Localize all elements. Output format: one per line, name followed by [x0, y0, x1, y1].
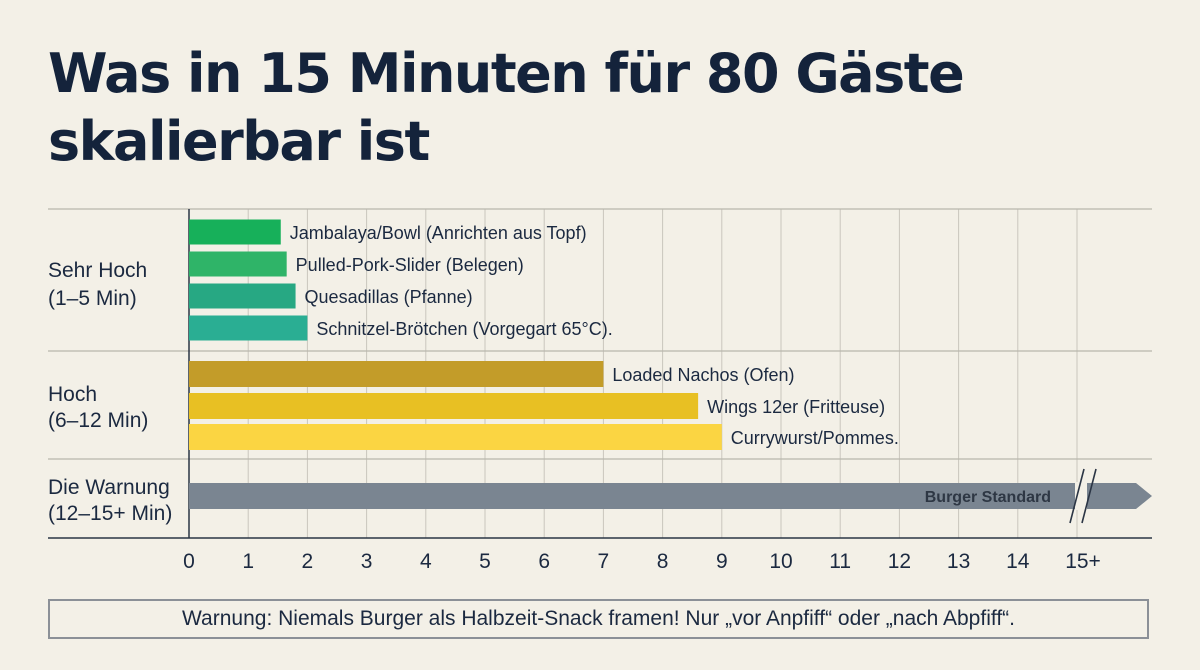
warning-note-text: Warnung: Niemals Burger als Halbzeit-Sna…: [182, 607, 1015, 630]
bar: [189, 251, 287, 277]
bar-burger-standard: [189, 483, 1152, 509]
warning-note-box: Warnung: Niemals Burger als Halbzeit-Sna…: [48, 599, 1149, 639]
chart-title: Was in 15 Minuten für 80 Gäste skalierba…: [48, 42, 965, 173]
bar: [189, 219, 281, 245]
bar-label: Currywurst/Pommes.: [731, 428, 899, 448]
group-label: Sehr Hoch: [48, 259, 147, 282]
x-tick-label: 3: [361, 550, 373, 573]
bar-chart: 0 1 2 3 4 5 6 7 8 9 10 11 12 13 14 15+Sehr Hoch(1–5 Min…: [48, 208, 1152, 573]
bar: [189, 361, 604, 387]
x-tick-label: 13: [947, 550, 970, 573]
x-tick-label: 5: [479, 550, 491, 573]
x-tick-label: 11: [829, 550, 851, 573]
x-tick-label: 4: [420, 550, 432, 573]
x-tick-label: 1: [242, 550, 254, 573]
x-tick-label: 15+: [1065, 550, 1101, 573]
x-tick-label: 6: [538, 550, 550, 573]
group-label: Hoch: [48, 383, 97, 406]
group-range-label: (6–12 Min): [48, 409, 148, 432]
bar: [189, 424, 722, 450]
bar-label: Pulled-Pork-Slider (Belegen): [296, 255, 524, 275]
x-tick-label: 10: [769, 550, 792, 573]
axis-break-mark: [1069, 468, 1085, 524]
bar: [189, 393, 699, 419]
bar-label: Schnitzel-Brötchen (Vorgegart 65°C).: [316, 319, 612, 339]
x-tick-label: 12: [888, 550, 911, 573]
x-tick-label: 7: [598, 550, 610, 573]
group-range-label: (1–5 Min): [48, 287, 137, 310]
group-range-label: (12–15+ Min): [48, 502, 172, 525]
bar: [189, 315, 308, 341]
x-tick-label: 9: [716, 550, 728, 573]
x-tick-label: 0: [183, 550, 195, 573]
x-tick-label: 8: [657, 550, 669, 573]
bar-label: Wings 12er (Fritteuse): [707, 397, 885, 417]
bar-label: Quesadillas (Pfanne): [305, 287, 473, 307]
x-tick-label: 14: [1006, 550, 1030, 573]
group-label: Die Warnung: [48, 476, 170, 499]
x-tick-label: 2: [302, 550, 314, 573]
axis-break-mark: [1081, 468, 1097, 524]
bar-label: Burger Standard: [925, 489, 1051, 506]
bar-label: Jambalaya/Bowl (Anrichten aus Topf): [290, 223, 587, 243]
bar-label: Loaded Nachos (Ofen): [612, 365, 794, 385]
bar: [189, 283, 296, 309]
